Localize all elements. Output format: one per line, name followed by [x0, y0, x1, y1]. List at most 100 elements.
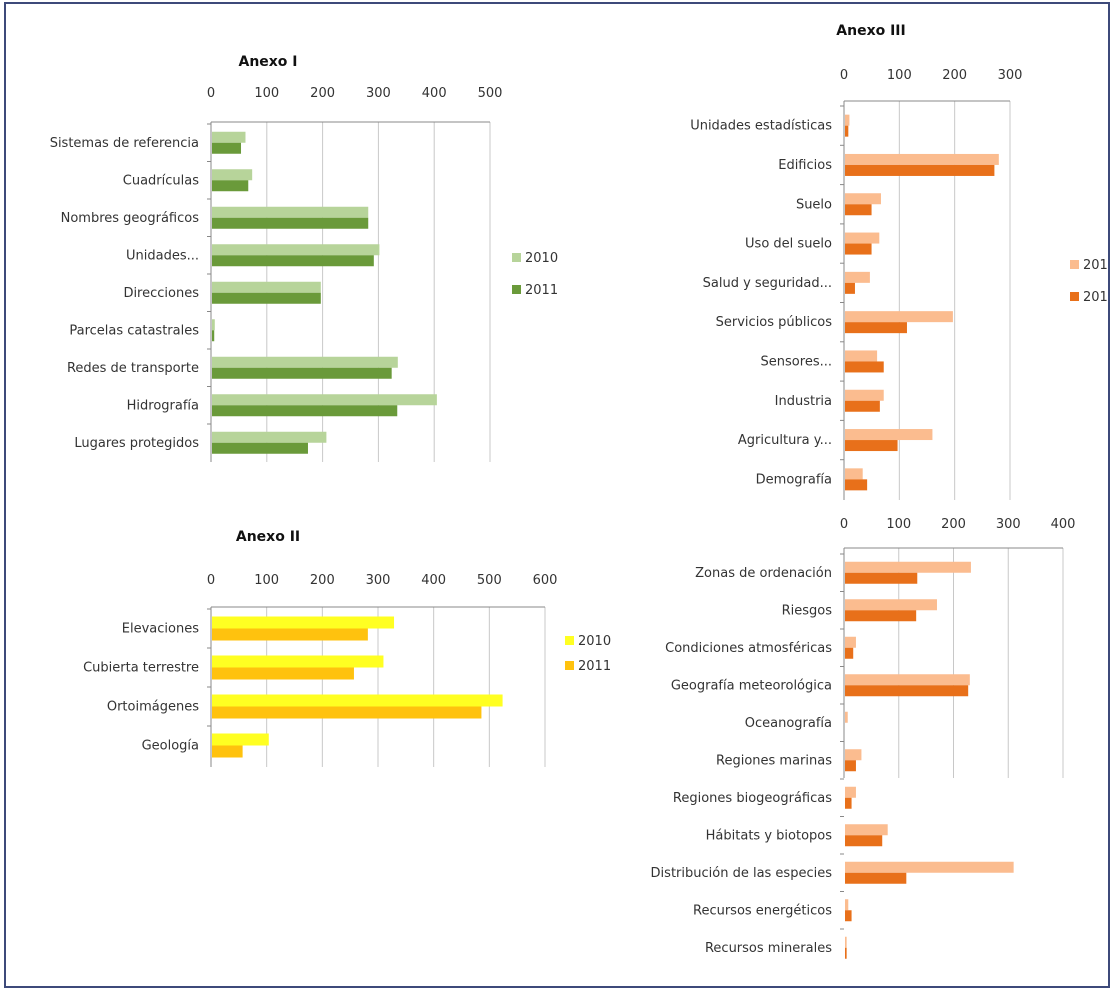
- category-label-industria: Industria: [775, 394, 832, 409]
- tick-label: 400: [422, 86, 447, 101]
- bar-2011-uso-del-suelo: [845, 243, 872, 255]
- bar-2011-unidades: [212, 255, 374, 267]
- bar-2011-agricultura-y: [845, 440, 898, 452]
- bar-2010-demografia: [845, 468, 863, 480]
- bar-2011-sistemas-de-referencia: [212, 142, 242, 154]
- bar-2010-cuadriculas: [212, 169, 253, 181]
- tick-label: 0: [840, 68, 848, 83]
- category-label-agricultura-y: Agricultura y...: [738, 433, 832, 448]
- category-label-regiones-biogeograficas: Regiones biogeográficas: [673, 791, 832, 806]
- category-label-geologia: Geología: [142, 739, 199, 754]
- bar-2011-cubierta-terrestre: [212, 667, 354, 680]
- category-label-recursos-energeticos: Recursos energéticos: [693, 903, 832, 918]
- category-label-edificios: Edificios: [778, 158, 832, 173]
- tick-label: 100: [254, 573, 279, 588]
- bar-series1-recursos-energeticos: [845, 899, 849, 911]
- bar-series2-riesgos: [845, 610, 917, 622]
- bar-2010-salud-y-seguridad: [845, 271, 870, 283]
- bar-2010-direcciones: [212, 281, 321, 293]
- bar-2010-sensores: [845, 350, 878, 362]
- tick-label: 100: [886, 517, 911, 532]
- bar-2011-redes-de-transporte: [212, 367, 392, 379]
- category-label-sistemas-de-referencia: Sistemas de referencia: [50, 136, 199, 151]
- category-label-distribucion-de-las-especies: Distribución de las especies: [651, 866, 833, 881]
- category-label-unidades-estadisticas: Unidades estadísticas: [690, 119, 832, 134]
- category-label-nombres-geograficos: Nombres geográficos: [61, 211, 200, 226]
- bar-2011-suelo: [845, 204, 872, 216]
- chart-1: Anexo I 0 100 200 300 400 500 Sistemas de refer…: [50, 54, 558, 462]
- category-label-sensores: Sensores...: [761, 354, 832, 369]
- bar-series2-regiones-marinas: [845, 760, 856, 772]
- category-label-suelo: Suelo: [796, 197, 832, 212]
- legend-label-2011: 2011: [1083, 290, 1110, 305]
- category-label-cubierta-terrestre: Cubierta terrestre: [83, 661, 199, 676]
- bar-2011-salud-y-seguridad: [845, 282, 855, 294]
- bar-2011-nombres-geograficos: [212, 217, 369, 229]
- bar-series1-recursos-minerales: [845, 936, 847, 948]
- bar-series1-zonas-de-ordenacion: [845, 561, 971, 573]
- category-label-unidades: Unidades...: [126, 248, 199, 263]
- category-label-riesgos: Riesgos: [782, 603, 833, 618]
- bar-series1-habitats-y-biotopos: [845, 824, 888, 836]
- tick-label: 200: [941, 517, 966, 532]
- bar-series2-condiciones-atmosfericas: [845, 647, 854, 659]
- bar-series1-oceanografia: [845, 711, 848, 723]
- tick-label: 400: [1051, 517, 1076, 532]
- category-label-uso-del-suelo: Uso del suelo: [745, 237, 832, 252]
- bar-series2-geografia-meteorologica: [845, 685, 969, 697]
- tick-label: 200: [310, 86, 335, 101]
- bar-series1-regiones-biogeograficas: [845, 786, 856, 798]
- bar-2011-cuadriculas: [212, 180, 249, 192]
- bar-2010-unidades: [212, 244, 380, 256]
- bar-2011-ortoimagenes: [212, 706, 482, 719]
- tick-label: 0: [207, 86, 215, 101]
- bar-2010-edificios: [845, 153, 999, 165]
- tick-label: 400: [421, 573, 446, 588]
- tick-label: 200: [310, 573, 335, 588]
- bar-2011-demografia: [845, 479, 868, 491]
- bar-2011-servicios-publicos: [845, 322, 907, 334]
- tick-label: 300: [998, 68, 1023, 83]
- bar-2010-nombres-geograficos: [212, 206, 369, 218]
- bar-series2-zonas-de-ordenacion: [845, 572, 918, 584]
- tick-label: 100: [887, 68, 912, 83]
- bar-series1-distribucion-de-las-especies: [845, 861, 1014, 873]
- tick-label: 500: [478, 86, 503, 101]
- bar-2010-sistemas-de-referencia: [212, 131, 246, 143]
- bar-2010-redes-de-transporte: [212, 356, 398, 368]
- bar-series2-recursos-minerales: [845, 947, 847, 959]
- bar-series1-regiones-marinas: [845, 749, 862, 761]
- charts-canvas: Anexo I 0 100 200 300 400 500 Sistemas de refer…: [50, 23, 1110, 959]
- category-label-servicios-publicos: Servicios públicos: [716, 315, 833, 330]
- legend-label-2010: 2010: [578, 634, 611, 649]
- chart-frame: Anexo I 0 100 200 300 400 500 Sistemas de refer…: [4, 2, 1110, 988]
- bar-series2-regiones-biogeograficas: [845, 797, 852, 809]
- bar-series1-geografia-meteorologica: [845, 674, 970, 686]
- bar-2010-agricultura-y: [845, 429, 933, 441]
- tick-label: 300: [996, 517, 1021, 532]
- bar-2010-servicios-publicos: [845, 311, 953, 323]
- legend-swatch-2011: [1070, 292, 1079, 301]
- legend-swatch-2011: [565, 661, 574, 670]
- category-label-hidrografia: Hidrografía: [127, 398, 199, 413]
- bar-series2-recursos-energeticos: [845, 910, 852, 922]
- bar-series2-habitats-y-biotopos: [845, 835, 883, 847]
- chart-title: Anexo I: [238, 54, 297, 70]
- legend-swatch-2010: [565, 636, 574, 645]
- tick-label: 600: [533, 573, 558, 588]
- bar-2011-lugares-protegidos: [212, 442, 308, 454]
- category-label-ortoimagenes: Ortoimágenes: [107, 700, 199, 715]
- category-label-cuadriculas: Cuadrículas: [123, 173, 199, 188]
- bar-2011-sensores: [845, 361, 884, 373]
- bar-2010-cubierta-terrestre: [212, 655, 384, 668]
- category-label-recursos-minerales: Recursos minerales: [705, 941, 832, 956]
- category-label-demografia: Demografía: [756, 472, 832, 487]
- category-label-condiciones-atmosfericas: Condiciones atmosféricas: [665, 641, 832, 656]
- bar-2011-hidrografia: [212, 405, 398, 417]
- chart-2: Anexo II 0 100 200 300 400 500 600 Elevaciones Cu…: [83, 529, 611, 767]
- chart-3: Anexo III 0 100 200 300 Unidades estadísticas…: [690, 23, 1110, 500]
- category-label-regiones-marinas: Regiones marinas: [716, 753, 832, 768]
- category-label-zonas-de-ordenacion: Zonas de ordenación: [695, 566, 832, 581]
- tick-label: 300: [366, 573, 391, 588]
- chart-title: Anexo II: [236, 529, 300, 545]
